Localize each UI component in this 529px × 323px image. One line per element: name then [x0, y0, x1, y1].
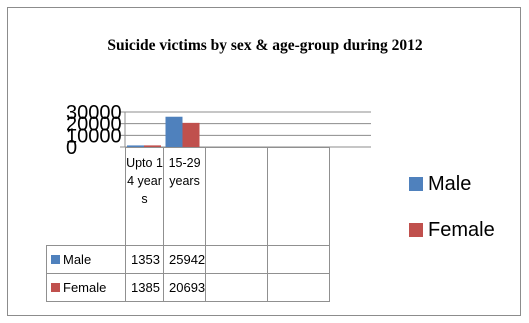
table-category-cell: [205, 147, 269, 246]
table-corner: [46, 147, 126, 246]
table-value-cell: [205, 273, 269, 302]
y-tick-label: 10000: [66, 125, 122, 147]
legend-label: Female: [428, 219, 495, 241]
table-category-cell: [267, 147, 331, 246]
table-value-cell: 1385: [125, 273, 164, 302]
bar-female: [144, 145, 161, 147]
table-value-cell: [267, 273, 331, 302]
bar-male: [165, 116, 183, 147]
table-value-cell: 25942: [162, 245, 207, 274]
table-value-cell: [205, 245, 269, 274]
table-value-cell: [267, 245, 331, 274]
male-swatch-icon: [51, 255, 60, 264]
table-row-header-male: Male: [46, 245, 126, 274]
table-value-cell: 1353: [125, 245, 164, 274]
table-row-header-female: Female: [46, 273, 126, 302]
table-category-cell: Upto 14 years: [125, 147, 164, 246]
bar-female: [182, 122, 200, 147]
chart-title: Suicide victims by sex & age-group durin…: [107, 37, 423, 54]
bar-male: [127, 145, 144, 147]
table-category-cell: 15-29 years: [162, 147, 207, 246]
legend-swatch-male-icon: [409, 177, 423, 191]
table-value-cell: 20693: [162, 273, 207, 302]
legend-swatch-female-icon: [409, 223, 423, 237]
legend-item-male: Male: [409, 172, 471, 196]
legend-item-female: Female: [409, 218, 495, 242]
table-series-label: Male: [63, 252, 92, 267]
data-table: Upto 14 years 15-29 years Male 1353 2594…: [46, 147, 331, 302]
table-series-label: Female: [63, 280, 107, 295]
y-tick-label: 20000: [66, 114, 122, 136]
legend-label: Male: [428, 173, 472, 195]
y-tick-label: 30000: [66, 102, 122, 124]
female-swatch-icon: [51, 283, 60, 292]
